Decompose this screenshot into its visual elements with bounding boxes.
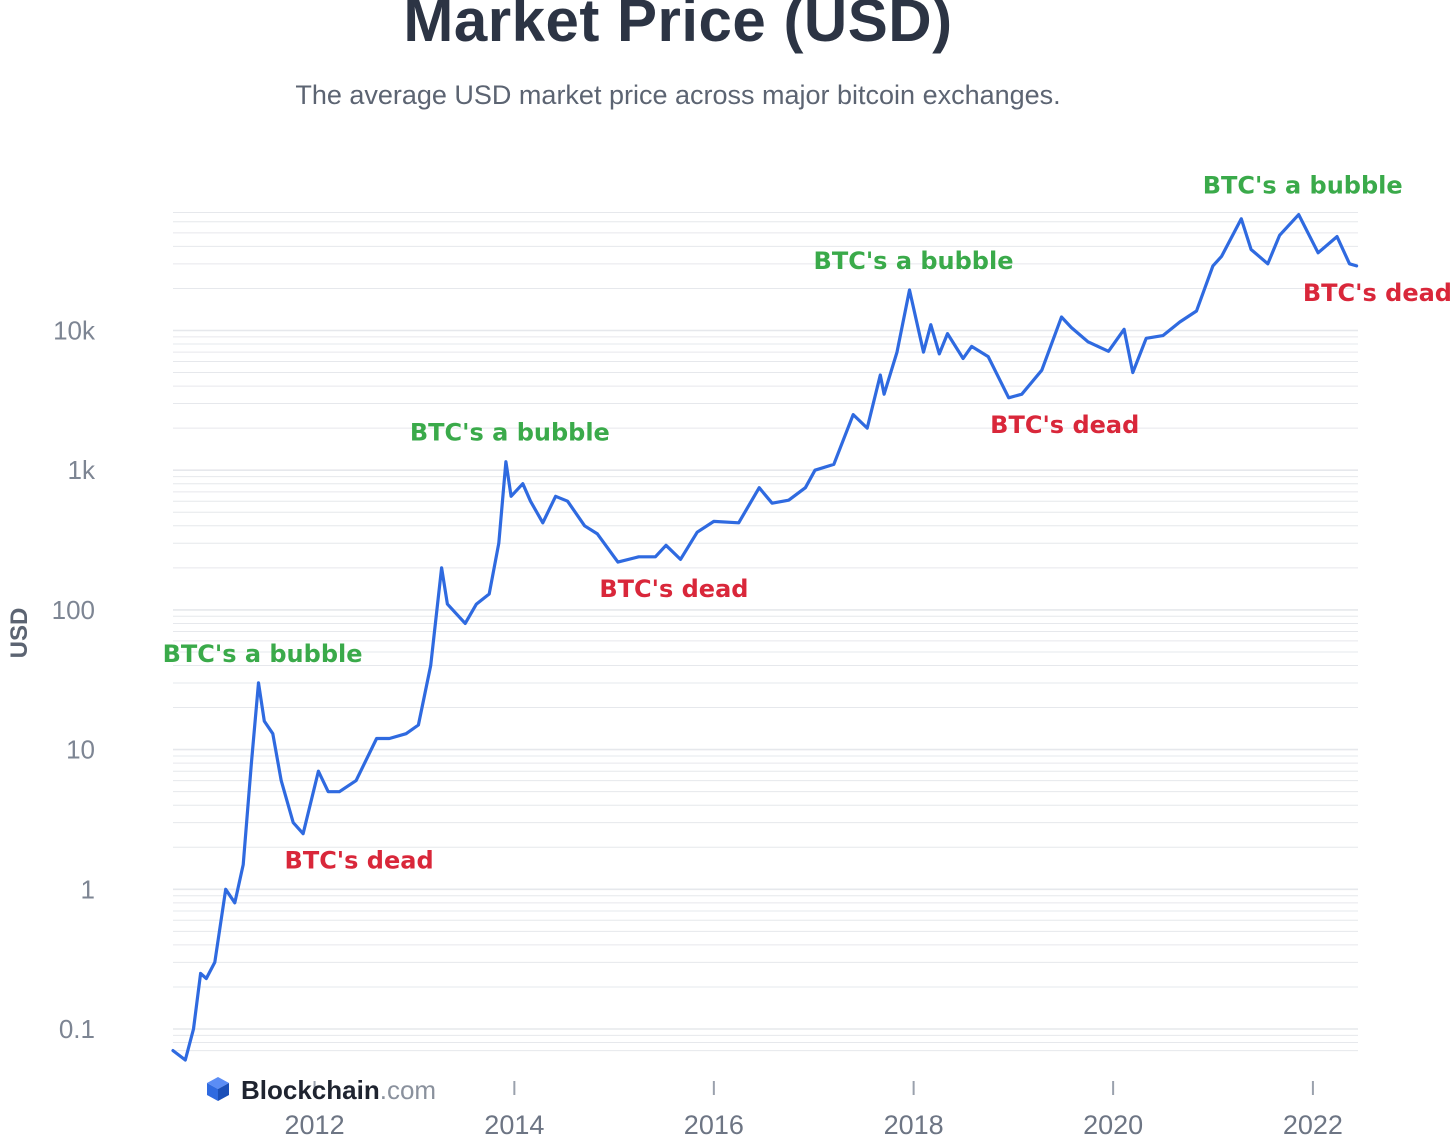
x-tick-label: 2020 xyxy=(1083,1110,1143,1140)
blockchain-cube-icon xyxy=(207,1077,229,1101)
y-tick-label: 0.1 xyxy=(59,1014,95,1044)
y-tick-label: 10k xyxy=(53,316,96,346)
y-tick-label: 1k xyxy=(68,455,96,485)
chart-title: Market Price (USD) xyxy=(403,0,953,54)
bubble-annotation: BTC's a bubble xyxy=(410,419,610,447)
grid xyxy=(173,211,1358,1052)
x-tick-label: 2016 xyxy=(684,1110,744,1140)
x-tick-label: 2022 xyxy=(1283,1110,1343,1140)
dead-annotation: BTC's dead xyxy=(990,411,1139,439)
dead-annotation: BTC's dead xyxy=(285,847,434,875)
svg-text:Blockchain.com: Blockchain.com xyxy=(241,1075,436,1105)
dead-annotation: BTC's dead xyxy=(1303,279,1452,307)
brand-suffix: .com xyxy=(380,1075,436,1105)
x-tick-label: 2018 xyxy=(884,1110,944,1140)
bubble-annotation: BTC's a bubble xyxy=(1203,172,1403,200)
dead-annotation: BTC's dead xyxy=(599,575,748,603)
chart-subtitle: The average USD market price across majo… xyxy=(295,80,1061,110)
bubble-annotation: BTC's a bubble xyxy=(163,640,363,668)
series xyxy=(171,213,1359,1062)
price-line xyxy=(171,213,1359,1062)
brand-name: Blockchain xyxy=(241,1075,380,1105)
y-axis-title: USD xyxy=(6,608,33,659)
bubble-annotation: BTC's a bubble xyxy=(814,247,1014,275)
y-tick-label: 1 xyxy=(81,874,95,904)
y-axis: 0.1 1 10 100 1k 10k xyxy=(52,316,96,1045)
y-tick-label: 10 xyxy=(66,735,95,765)
x-tick-label: 2014 xyxy=(484,1110,544,1140)
annotations: BTC's a bubble BTC's dead BTC's a bubble BT… xyxy=(163,172,1452,875)
x-axis: 2012 2014 2016 2018 2020 2022 xyxy=(285,1081,1343,1140)
x-tick-label: 2012 xyxy=(285,1110,345,1140)
brand-logo[interactable]: Blockchain.com xyxy=(207,1075,436,1105)
y-tick-label: 100 xyxy=(52,595,95,625)
